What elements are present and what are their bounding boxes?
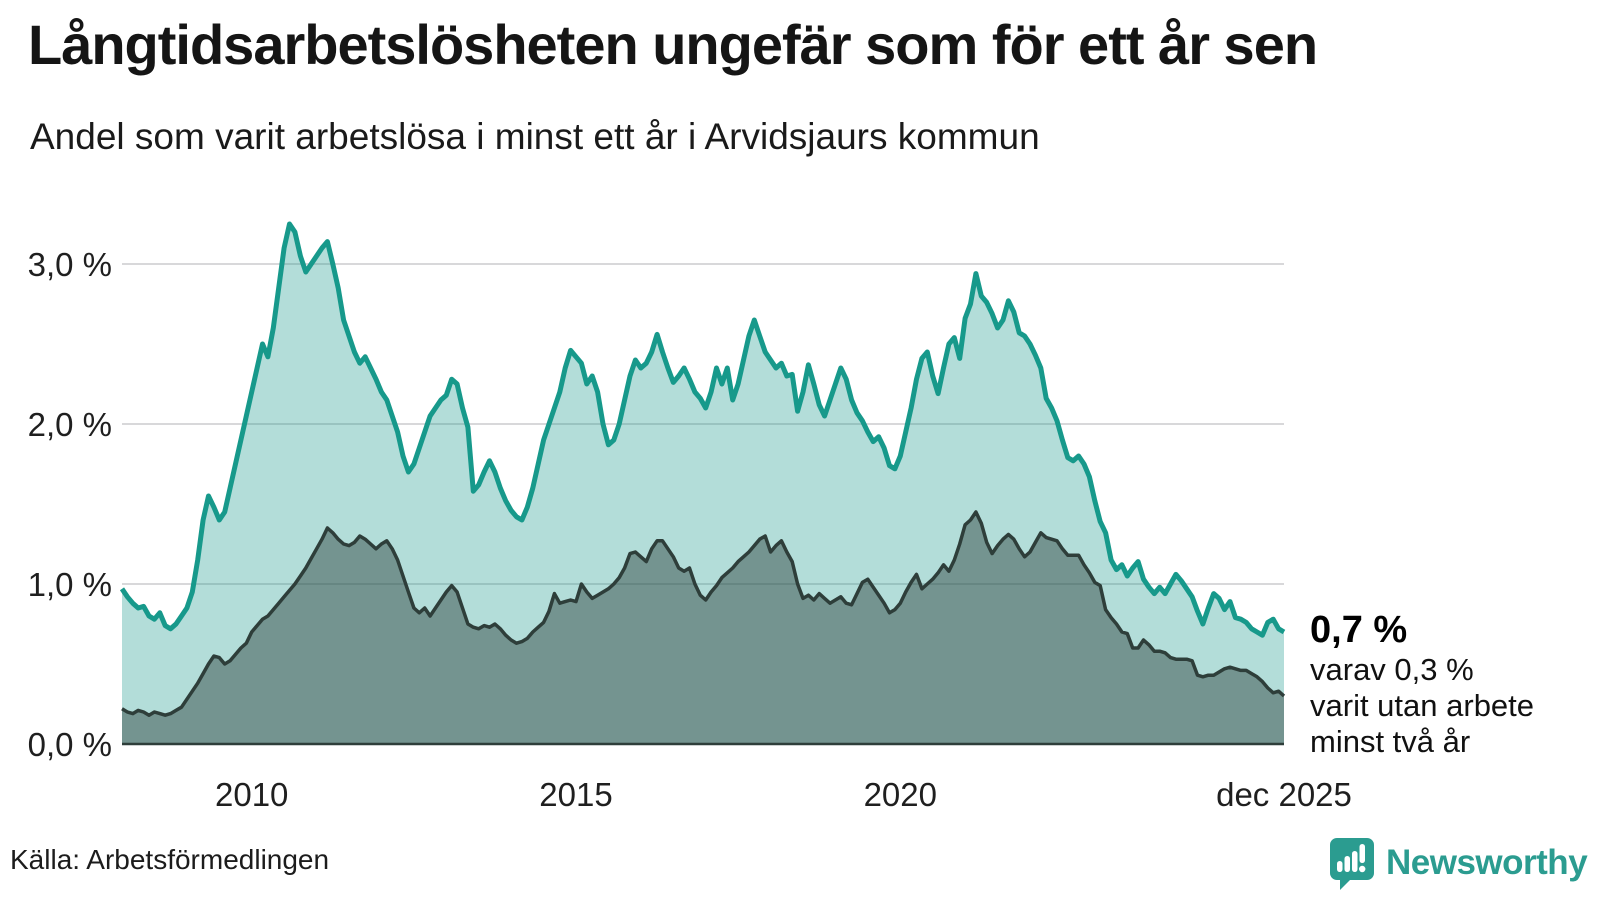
y-tick-label: 0,0 % <box>28 726 112 763</box>
x-tick-label: dec 2025 <box>1216 776 1352 813</box>
y-tick-label: 1,0 % <box>28 566 112 603</box>
line-Arbetslösa minst ett år <box>119 221 1286 638</box>
x-tick-label: 2020 <box>864 776 937 813</box>
newsworthy-logo-text: Newsworthy <box>1386 843 1588 882</box>
newsworthy-logo-icon <box>1330 838 1374 890</box>
x-tick-label: 2015 <box>539 776 612 813</box>
area-Arbetslösa minst två år <box>122 512 1284 744</box>
source-caption: Källa: Arbetsförmedlingen <box>10 844 330 875</box>
end-value-detail-3: minst två år <box>1310 724 1471 759</box>
end-value-annotation: 0,7 % varav 0,3 % varit utan arbete mins… <box>1310 608 1590 760</box>
area-Arbetslösa minst ett år <box>122 224 1284 744</box>
y-tick-label: 3,0 % <box>28 246 112 283</box>
x-tick-label: 2010 <box>215 776 288 813</box>
newsworthy-logo: Newsworthy <box>1328 836 1588 890</box>
end-value-total: 0,7 % <box>1310 609 1408 651</box>
y-tick-label: 2,0 % <box>28 406 112 443</box>
page-subtitle: Andel som varit arbetslösa i minst ett å… <box>30 116 1040 157</box>
end-value-detail-2: varit utan arbete <box>1310 688 1535 723</box>
end-value-detail-1: varav 0,3 % <box>1310 652 1474 687</box>
page-title: Långtidsarbetslösheten ungefär som för e… <box>28 13 1318 76</box>
line-Arbetslösa minst två år <box>121 510 1286 717</box>
